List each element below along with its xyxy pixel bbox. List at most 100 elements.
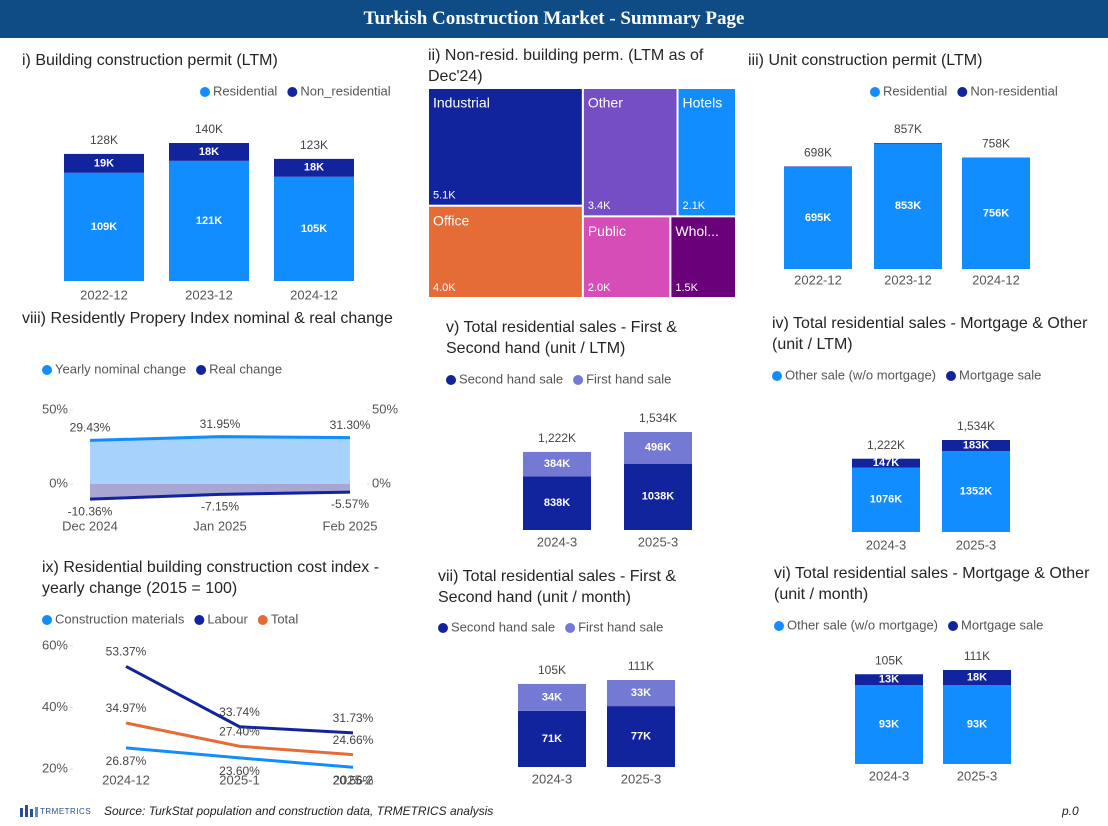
legend-swatch xyxy=(438,623,448,633)
total-label: 128K xyxy=(90,133,118,147)
total-label: 1,534K xyxy=(639,411,677,425)
line xyxy=(89,490,351,501)
x-tick-label: 2024-3 xyxy=(866,537,906,552)
value-label: 109K xyxy=(91,221,117,233)
value-label: -5.57% xyxy=(331,497,369,511)
value-label: 71K xyxy=(542,733,562,745)
legend-swatch xyxy=(42,615,52,625)
chart-title: iii) Unit construction permit (LTM) xyxy=(748,52,983,69)
total-label: 857K xyxy=(894,122,922,136)
total-label: 1,222K xyxy=(538,431,576,445)
bar-segment xyxy=(852,458,920,468)
x-tick-label: 2023-12 xyxy=(185,287,233,302)
bar-segment xyxy=(942,450,1010,532)
treemap-tile xyxy=(583,89,677,216)
value-label: 1352K xyxy=(960,485,992,497)
total-label: 758K xyxy=(982,137,1010,151)
legend-swatch xyxy=(957,87,968,97)
tile-label: Whol... xyxy=(675,223,719,239)
value-label: 756K xyxy=(983,207,1009,219)
tile-value: 4.0K xyxy=(433,282,456,294)
legend-swatch xyxy=(573,375,584,385)
value-label: 13K xyxy=(879,674,899,686)
total-label: 105K xyxy=(875,653,903,667)
tile-label: Other xyxy=(588,95,623,111)
treemap-tile xyxy=(429,89,582,205)
treemap-tile xyxy=(429,206,582,297)
value-label: 121K xyxy=(196,215,222,227)
legend-label: Labour xyxy=(207,611,248,626)
bar-segment xyxy=(274,176,354,281)
bar-segment xyxy=(169,143,249,161)
value-label: 838K xyxy=(544,497,570,509)
x-tick-label: 2025-1 xyxy=(219,772,259,787)
logo-icon xyxy=(20,805,38,817)
logo-text: TRMETRICS xyxy=(40,807,92,816)
legend-label: Second hand sale xyxy=(451,619,555,634)
legend-swatch xyxy=(946,371,957,381)
x-tick-label: 2022-12 xyxy=(794,272,842,287)
bar-segment xyxy=(943,670,1011,686)
legend-swatch xyxy=(772,371,782,381)
legend-swatch xyxy=(446,375,456,385)
y2-tick-label: 0% xyxy=(372,475,391,490)
x-tick-label: 2024-12 xyxy=(972,272,1020,287)
value-label: 853K xyxy=(895,200,921,212)
bar-segment xyxy=(607,680,675,707)
tile-label: Office xyxy=(433,212,470,228)
line xyxy=(89,435,351,442)
bar-segment xyxy=(624,432,692,464)
chart-title: iv) Total residential sales - Mortgage &… xyxy=(772,315,1088,353)
x-tick-label: Dec 2024 xyxy=(62,518,118,533)
value-label: 19K xyxy=(94,157,114,169)
legend-label: Construction materials xyxy=(55,611,185,626)
x-tick-label: 2024-3 xyxy=(537,534,577,549)
bar-segment xyxy=(852,467,920,532)
value-label: 31.30% xyxy=(330,418,371,432)
tile-label: Public xyxy=(588,223,626,239)
value-label: 24.66% xyxy=(333,733,374,747)
x-tick-label: 2024-3 xyxy=(532,771,572,786)
bar-segment xyxy=(274,158,354,177)
value-label: 33.74% xyxy=(219,705,260,719)
value-label: -10.36% xyxy=(68,504,113,518)
total-label: 698K xyxy=(804,146,832,160)
total-label: 1,222K xyxy=(867,438,905,452)
chart-title: ii) Non-resid. building perm. (LTM as of… xyxy=(428,47,704,85)
value-label: 53.37% xyxy=(106,645,147,659)
legend-label: Total xyxy=(271,611,299,626)
value-label: 18K xyxy=(967,672,987,684)
x-tick-label: 2025-3 xyxy=(638,534,678,549)
y2-tick-label: 50% xyxy=(372,401,398,416)
legend-swatch xyxy=(196,365,207,375)
x-tick-label: 2025-3 xyxy=(957,768,997,783)
legend-label: Other sale (w/o mortgage) xyxy=(787,617,938,632)
y-tick-label: 60% xyxy=(42,637,68,652)
value-label: 93K xyxy=(879,719,899,731)
x-tick-label: Jan 2025 xyxy=(193,518,247,533)
legend-label: Residential xyxy=(213,83,277,98)
value-label: 20.56% xyxy=(333,773,374,787)
y-tick-label: 20% xyxy=(42,760,68,775)
legend-label: Non-residential xyxy=(970,83,1058,98)
legend-label: Mortgage sale xyxy=(961,617,1043,632)
y-tick-label: 40% xyxy=(42,699,68,714)
bar-segment xyxy=(169,160,249,281)
bar-segment xyxy=(64,153,144,173)
y-tick-label: 50% xyxy=(42,401,68,416)
chart-title: vii) Total residential sales - First & S… xyxy=(438,568,676,606)
line xyxy=(125,665,354,735)
bar-segment xyxy=(942,440,1010,451)
bar-segment xyxy=(523,451,591,477)
value-label: 1076K xyxy=(870,494,902,506)
chart-title: ix) Residential building construction co… xyxy=(42,559,380,597)
legend-label: Mortgage sale xyxy=(959,367,1041,382)
legend-label: Second hand sale xyxy=(459,371,563,386)
total-label: 123K xyxy=(300,138,328,152)
value-label: -7.15% xyxy=(201,500,239,514)
legend-swatch xyxy=(257,615,268,625)
legend-swatch xyxy=(870,87,880,97)
bar-segment xyxy=(64,172,144,281)
chart-title: viii) Residently Propery Index nominal &… xyxy=(22,310,393,327)
